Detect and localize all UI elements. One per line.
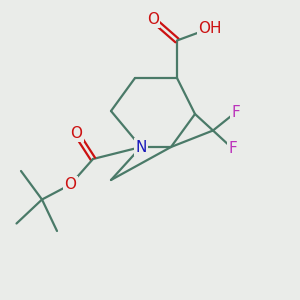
Text: F: F <box>228 141 237 156</box>
Text: O: O <box>147 12 159 27</box>
Text: O: O <box>70 126 83 141</box>
Text: O: O <box>64 177 76 192</box>
Text: F: F <box>231 105 240 120</box>
Text: N: N <box>135 140 147 154</box>
Text: OH: OH <box>198 21 222 36</box>
